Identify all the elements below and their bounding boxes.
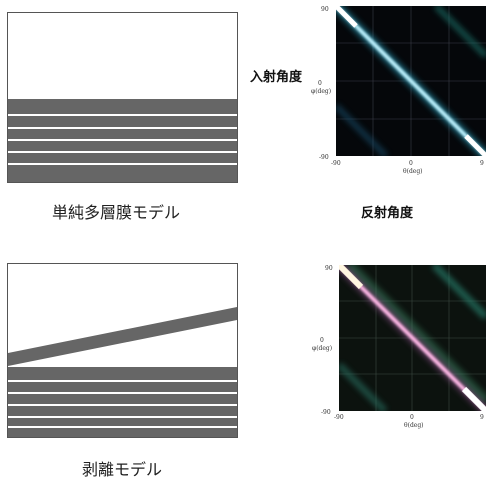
- layer-separator: [8, 426, 237, 428]
- specular-diagonal: [336, 6, 486, 156]
- layer-separator: [8, 127, 237, 129]
- layer-separator: [8, 139, 237, 141]
- x-tick-right: 9: [480, 160, 484, 167]
- specular-diagonal: [339, 265, 486, 411]
- layer-separator: [8, 163, 237, 165]
- layer-separator: [8, 404, 237, 406]
- y-tick-mid: 0: [318, 80, 322, 87]
- delaminated-layer: [8, 307, 237, 366]
- y-tick-bottom: -90: [321, 409, 331, 416]
- layer-separator: [8, 392, 237, 394]
- layer-separator: [8, 114, 237, 116]
- x-tick-left: -90: [331, 160, 341, 167]
- simple-multilayer-model-caption: 単純多層膜モデル: [52, 203, 181, 222]
- layer-separator: [8, 380, 237, 382]
- y-tick-top: 90: [321, 6, 329, 13]
- x-tick-mid: 0: [409, 160, 413, 167]
- delamination-model-caption: 剥離モデル: [82, 460, 163, 479]
- y-axis-label: φ(deg): [311, 88, 332, 95]
- incident-angle-label: 入射角度: [250, 70, 303, 85]
- x-tick-mid: 0: [410, 414, 414, 421]
- reflection-angle-label: 反射角度: [361, 206, 414, 221]
- top-reflection-map: [336, 6, 486, 156]
- x-axis-label: θ(deg): [403, 168, 423, 175]
- layer-separator: [8, 151, 237, 153]
- y-axis-label: φ(deg): [312, 345, 333, 352]
- x-axis-label: θ(deg): [404, 422, 424, 429]
- x-tick-left: -90: [334, 414, 344, 421]
- y-tick-top: 90: [325, 265, 333, 272]
- y-tick-mid: 0: [320, 337, 324, 344]
- multilayer-stack: [8, 367, 237, 437]
- x-tick-right: 9: [480, 414, 484, 421]
- bottom-reflection-map: [339, 265, 486, 411]
- layer-separator: [8, 416, 237, 418]
- y-tick-bottom: -90: [319, 154, 329, 161]
- delamination-model-diagram: [7, 263, 238, 438]
- simple-multilayer-model-diagram: [7, 12, 238, 183]
